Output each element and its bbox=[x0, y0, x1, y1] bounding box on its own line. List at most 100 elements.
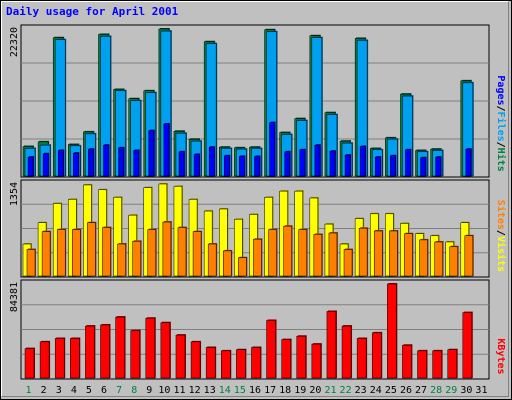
panel-visits-sites-legend-label: Sites/Visits bbox=[495, 200, 507, 272]
x-tick-label-11: 11 bbox=[173, 385, 185, 396]
visits-sites-bar-sites-28 bbox=[434, 240, 444, 277]
visits-sites-bar-sites-4 bbox=[72, 228, 82, 277]
x-tick-label-26: 26 bbox=[400, 385, 412, 396]
visits-sites-bar-sites-10 bbox=[162, 221, 172, 277]
x-tick-label-22: 22 bbox=[340, 385, 352, 396]
kbytes-bar-kbytes-8 bbox=[130, 329, 141, 379]
visits-sites-bar-sites-12 bbox=[192, 230, 203, 277]
hits-files-pages-bar-pages-14-face bbox=[224, 155, 230, 177]
kbytes-bar-kbytes-1-face bbox=[24, 348, 35, 379]
hits-files-pages-bar-pages-23-face bbox=[359, 146, 366, 177]
hits-files-pages-bar-pages-25-face bbox=[390, 155, 396, 177]
visits-sites-bar-sites-27 bbox=[419, 238, 429, 277]
kbytes-bar-kbytes-11-face bbox=[175, 334, 186, 379]
kbytes-bar-kbytes-14 bbox=[221, 349, 232, 379]
hits-files-pages-bar-pages-3 bbox=[57, 149, 65, 177]
kbytes-bar-kbytes-4-face bbox=[70, 338, 80, 379]
kbytes-bar-kbytes-16 bbox=[251, 346, 262, 379]
x-tick-label-24: 24 bbox=[370, 385, 382, 396]
kbytes-bar-kbytes-5 bbox=[85, 325, 96, 379]
visits-sites-bar-sites-14-face bbox=[223, 250, 232, 277]
visits-sites-bar-sites-25 bbox=[389, 229, 399, 277]
chart-title: Daily usage for April 2001 bbox=[6, 5, 179, 18]
x-tick-label-4: 4 bbox=[71, 385, 77, 396]
visits-sites-bar-sites-22-face bbox=[343, 249, 353, 277]
kbytes-bar-kbytes-2-face bbox=[39, 341, 50, 379]
hits-files-pages-bar-pages-27-face bbox=[420, 157, 426, 177]
legend-sites: Sites bbox=[495, 200, 507, 230]
visits-sites-bar-sites-5 bbox=[87, 221, 97, 277]
hits-files-pages-bar-pages-7-face bbox=[118, 147, 124, 177]
hits-files-pages-bar-pages-22-face bbox=[344, 154, 351, 177]
kbytes-bar-kbytes-22 bbox=[341, 325, 353, 379]
hits-files-pages-bar-pages-30 bbox=[465, 148, 472, 177]
visits-sites-bar-sites-4-face bbox=[72, 229, 81, 277]
hits-files-pages-bar-pages-19 bbox=[299, 148, 306, 177]
hits-files-pages-bar-pages-17 bbox=[269, 121, 276, 177]
visits-sites-bar-sites-10-face bbox=[162, 221, 172, 277]
kbytes-bar-kbytes-6 bbox=[100, 323, 111, 379]
visits-sites-bar-sites-16 bbox=[253, 238, 263, 277]
visits-sites-bar-sites-12-face bbox=[192, 231, 202, 277]
visits-sites-bar-sites-1-face bbox=[26, 249, 36, 277]
kbytes-bar-kbytes-28 bbox=[432, 349, 443, 379]
kbytes-bar-kbytes-27 bbox=[417, 349, 428, 379]
kbytes-bar-kbytes-15 bbox=[236, 348, 247, 379]
kbytes-bar-kbytes-6-face bbox=[100, 324, 110, 379]
visits-sites-bar-sites-8-face bbox=[132, 241, 141, 277]
panel-hits-files-pages-ymax-label: 22320 bbox=[9, 27, 20, 57]
panel-kbytes-legend-label: KBytes bbox=[495, 338, 506, 374]
visits-sites-bar-sites-26 bbox=[404, 232, 414, 277]
hits-files-pages-bar-pages-15-face bbox=[239, 156, 245, 177]
kbytes-bar-kbytes-21 bbox=[326, 310, 337, 379]
kbytes-bar-kbytes-8-face bbox=[130, 330, 140, 379]
visits-sites-bar-sites-7 bbox=[117, 243, 127, 277]
kbytes-bar-kbytes-16-face bbox=[251, 347, 261, 379]
hits-files-pages-bar-pages-17-face bbox=[269, 122, 275, 177]
kbytes-bar-kbytes-7-face bbox=[115, 316, 125, 379]
hits-files-pages-bar-pages-6 bbox=[103, 144, 110, 177]
kbytes-bar-kbytes-20 bbox=[311, 343, 322, 379]
hits-files-pages-bar-pages-12-face bbox=[193, 154, 200, 177]
panel-kbytes-ymax-label: 84381 bbox=[9, 282, 20, 312]
hits-files-pages-bar-pages-2-face bbox=[42, 153, 49, 177]
visits-sites-bar-sites-5-face bbox=[87, 222, 96, 277]
visits-sites-bar-sites-18-face bbox=[283, 225, 292, 277]
visits-sites-bar-sites-24 bbox=[373, 229, 384, 277]
kbytes-bar-kbytes-10 bbox=[160, 321, 171, 379]
kbytes-bar-kbytes-15-face bbox=[236, 349, 246, 379]
kbytes-bar-kbytes-19 bbox=[296, 335, 307, 379]
visits-sites-bar-sites-23-face bbox=[358, 227, 368, 277]
kbytes-bar-kbytes-24 bbox=[371, 331, 383, 379]
kbytes-bar-kbytes-9 bbox=[145, 317, 156, 379]
kbytes-bar-kbytes-18 bbox=[281, 338, 292, 379]
hits-files-pages-bar-pages-30-face bbox=[465, 148, 472, 177]
x-tick-label-31: 31 bbox=[475, 385, 487, 396]
x-tick-label-5: 5 bbox=[86, 385, 92, 396]
x-tick-label-7: 7 bbox=[116, 385, 122, 396]
hits-files-pages-bar-pages-10-face bbox=[163, 123, 170, 177]
panel-visits-sites-ymax-label: 1354 bbox=[9, 182, 20, 206]
visits-sites-bar-sites-11-face bbox=[177, 227, 187, 277]
visits-sites-bar-sites-17-face bbox=[268, 229, 277, 277]
hits-files-pages-bar-pages-4-face bbox=[73, 152, 79, 177]
x-tick-label-30: 30 bbox=[460, 385, 472, 396]
kbytes-bar-kbytes-3 bbox=[54, 337, 66, 379]
x-tick-label-17: 17 bbox=[264, 385, 276, 396]
kbytes-bar-kbytes-4 bbox=[70, 337, 81, 379]
hits-files-pages-bar-pages-20-face bbox=[314, 144, 321, 177]
kbytes-bar-kbytes-26 bbox=[402, 344, 413, 379]
legend-separator: / bbox=[495, 230, 506, 236]
kbytes-bar-kbytes-22-face bbox=[341, 325, 352, 379]
visits-sites-bar-sites-30-face bbox=[464, 235, 474, 277]
hits-files-pages-bar-pages-24-face bbox=[374, 156, 381, 177]
visits-sites-bar-sites-6 bbox=[102, 226, 112, 277]
kbytes-bar-kbytes-26-face bbox=[402, 344, 412, 379]
kbytes-bar-kbytes-25 bbox=[387, 283, 398, 379]
hits-files-pages-bar-pages-20 bbox=[314, 144, 321, 177]
legend-files: Files bbox=[495, 112, 507, 142]
legend-kbytes: KBytes bbox=[495, 338, 506, 374]
kbytes-bar-kbytes-30 bbox=[462, 311, 473, 379]
kbytes-bar-kbytes-11 bbox=[175, 334, 186, 379]
